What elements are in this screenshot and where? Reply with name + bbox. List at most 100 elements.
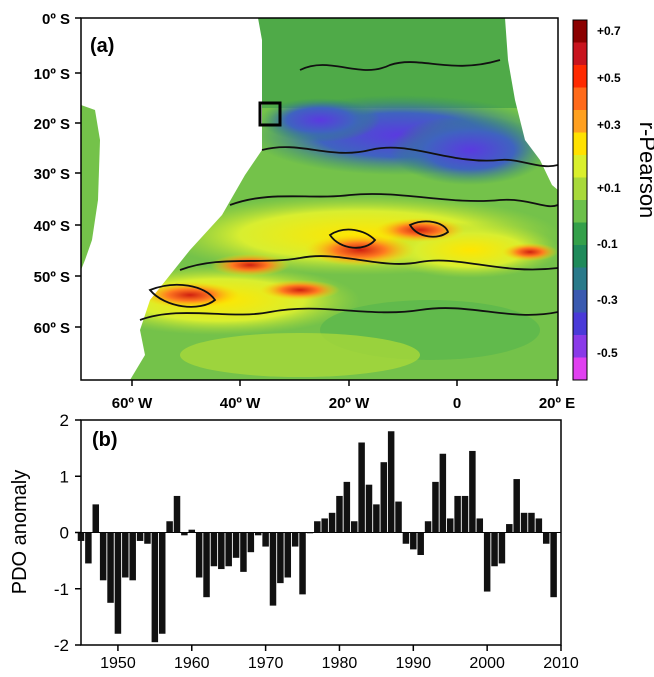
colorbar-swatch xyxy=(573,87,587,111)
map-x-tick-label: 20º E xyxy=(539,395,575,412)
colorbar-swatch xyxy=(573,245,587,268)
pdo-bar xyxy=(506,524,513,533)
pdo-x-axis: 1950 1960 1970 1980 1990 2000 2010 xyxy=(100,645,579,672)
map-y-tick-label: 40º S xyxy=(34,218,70,235)
pdo-bar xyxy=(373,504,380,533)
colorbar-swatch xyxy=(573,42,587,66)
pdo-bar xyxy=(387,431,395,533)
contour-lines xyxy=(139,59,558,321)
pdo-bar xyxy=(321,518,328,533)
pdo-bar xyxy=(535,518,543,533)
pdo-bar xyxy=(306,532,314,534)
pdo-bar xyxy=(158,532,166,634)
pdo-bar xyxy=(195,532,203,578)
pdo-bar xyxy=(491,532,498,567)
pdo-bar xyxy=(343,481,351,533)
pdo-bar xyxy=(402,532,410,544)
pdo-bar xyxy=(284,532,292,578)
land-mask xyxy=(81,18,558,380)
pdo-bar xyxy=(336,495,343,533)
colorbar-swatch xyxy=(573,357,587,381)
map-y-tick-label: 60º S xyxy=(34,320,70,337)
pdo-bar xyxy=(291,532,299,547)
colorbar-swatch xyxy=(573,222,587,246)
map-y-axis: 0º S 10º S 20º S 30º S 40º S 50º S 60º S xyxy=(34,11,81,337)
pdo-bar xyxy=(225,532,232,567)
pdo-y-tick-label: -1 xyxy=(54,580,69,599)
pdo-bar xyxy=(358,442,365,533)
colorbar-tick-label: -0.5 xyxy=(597,346,618,360)
pdo-bar xyxy=(240,532,247,572)
pdo-bar xyxy=(129,532,136,581)
pdo-bar xyxy=(107,532,114,603)
colorbar-swatch xyxy=(573,65,587,88)
colorbar-tick-label: -0.1 xyxy=(597,237,618,251)
colorbar-swatch xyxy=(573,290,587,313)
pdo-x-tick-label: 2010 xyxy=(543,655,579,672)
pdo-x-tick-label: 1970 xyxy=(248,655,284,672)
map-y-tick-label: 0º S xyxy=(42,11,70,28)
pdo-bar xyxy=(314,521,321,533)
colorbar-tick-label: +0.5 xyxy=(597,71,621,85)
pdo-bar xyxy=(262,532,269,547)
pdo-bar xyxy=(542,532,550,544)
colorbar-swatch xyxy=(573,335,587,358)
pdo-bar xyxy=(181,532,188,536)
map-y-tick-label: 30º S xyxy=(34,166,70,183)
map-x-tick-label: 60º W xyxy=(112,395,153,412)
colorbar-tick-label: +0.7 xyxy=(597,24,621,38)
pdo-bar xyxy=(550,532,557,598)
pdo-bar xyxy=(498,532,506,564)
pdo-bar xyxy=(417,532,424,555)
pdo-bar xyxy=(122,532,129,578)
colorbar-swatch xyxy=(573,20,587,43)
pdo-bar xyxy=(277,532,284,584)
pdo-chart: 2 1 0 -1 -2 1950 1960 1970 1980 1990 2000 2010 (b)… xyxy=(9,411,579,672)
pdo-bar xyxy=(166,521,173,533)
colorbar: +0.7 +0.5 +0.3 +0.1 -0.1 -0.3 -0.5 xyxy=(572,19,621,381)
pdo-bar xyxy=(432,481,439,533)
colorbar-tick-label: +0.1 xyxy=(597,181,621,195)
bar-series xyxy=(77,431,557,643)
pdo-x-tick-label: 1950 xyxy=(100,655,136,672)
map-x-axis: 60º W 40º W 20º W 0 20º E xyxy=(112,380,575,412)
pdo-x-tick-label: 1960 xyxy=(174,655,210,672)
pdo-bar xyxy=(439,453,447,533)
pdo-bar xyxy=(528,512,535,533)
pdo-x-tick-label: 1990 xyxy=(396,655,432,672)
pdo-bar xyxy=(85,532,92,564)
colorbar-swatch xyxy=(573,200,587,223)
pdo-bar xyxy=(269,532,277,606)
pdo-y-tick-label: -2 xyxy=(54,636,69,655)
pdo-bar xyxy=(469,450,476,533)
colorbar-tick-label: +0.3 xyxy=(597,118,621,132)
colorbar-swatch xyxy=(573,267,587,291)
panel-a-label: (a) xyxy=(90,35,114,57)
pdo-bar xyxy=(454,495,461,533)
pdo-bar xyxy=(247,532,255,553)
pdo-bar xyxy=(476,518,484,533)
negative-correlation-zone xyxy=(250,95,550,185)
pdo-bar xyxy=(114,532,122,634)
colorbar-swatch xyxy=(573,110,587,133)
colorbar-frame xyxy=(572,19,588,381)
pdo-bar xyxy=(483,532,491,592)
pdo-bar xyxy=(299,532,306,595)
correlation-map: (a) xyxy=(80,17,559,381)
pdo-bar xyxy=(144,532,151,544)
map-y-tick-label: 20º S xyxy=(34,116,70,133)
pdo-bar xyxy=(188,529,196,533)
pdo-bar xyxy=(328,512,336,533)
pdo-bar xyxy=(151,532,159,643)
map-y-tick-label: 10º S xyxy=(34,66,70,83)
colorbar-tick-label: -0.3 xyxy=(597,293,618,307)
pdo-bar xyxy=(424,521,432,533)
pdo-bar xyxy=(461,495,469,533)
map-frame xyxy=(80,17,559,381)
pdo-y-tick-label: 2 xyxy=(60,411,69,430)
colorbar-swatch xyxy=(573,132,587,156)
pdo-x-tick-label: 1980 xyxy=(322,655,358,672)
map-y-tick-label: 50º S xyxy=(34,269,70,286)
pdo-ylabel: PDO anomaly xyxy=(9,470,31,595)
